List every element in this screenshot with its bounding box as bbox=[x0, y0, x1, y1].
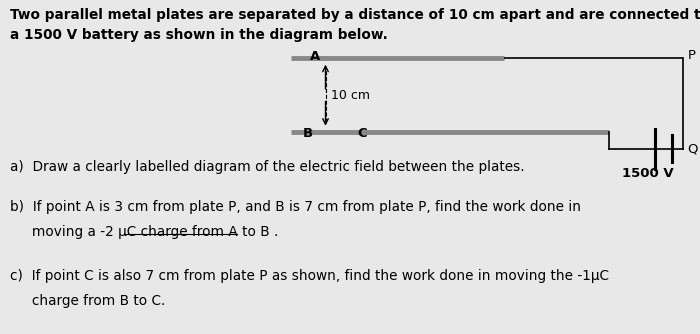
Text: P: P bbox=[687, 49, 695, 61]
Text: b)  If point A is 3 cm from plate P, and B is 7 cm from plate P, find the work d: b) If point A is 3 cm from plate P, and … bbox=[10, 200, 581, 214]
Text: 10 cm: 10 cm bbox=[331, 89, 370, 102]
Text: A: A bbox=[310, 50, 321, 63]
Text: a 1500 V battery as shown in the diagram below.: a 1500 V battery as shown in the diagram… bbox=[10, 28, 388, 42]
Text: charge from B to C.: charge from B to C. bbox=[10, 294, 165, 308]
Text: moving a -2 μC charge from A to B .: moving a -2 μC charge from A to B . bbox=[10, 225, 278, 239]
Text: c)  If point C is also 7 cm from plate P as shown, find the work done in moving : c) If point C is also 7 cm from plate P … bbox=[10, 269, 609, 283]
Text: B: B bbox=[303, 127, 313, 140]
Text: Two parallel metal plates are separated by a distance of 10 cm apart and are con: Two parallel metal plates are separated … bbox=[10, 8, 700, 22]
Text: Q: Q bbox=[687, 142, 698, 155]
Text: C: C bbox=[357, 127, 367, 140]
Text: 1500 V: 1500 V bbox=[622, 167, 673, 180]
Text: a)  Draw a clearly labelled diagram of the electric field between the plates.: a) Draw a clearly labelled diagram of th… bbox=[10, 160, 524, 174]
